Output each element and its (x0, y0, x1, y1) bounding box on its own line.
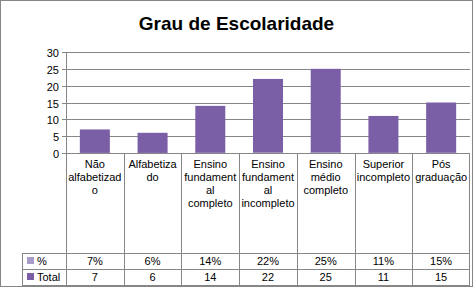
y-tick (62, 52, 66, 53)
data-label: 14 (181, 269, 239, 285)
table-row-line (22, 285, 470, 286)
table-col-line (355, 153, 356, 285)
bar (253, 152, 283, 153)
x-axis (66, 153, 470, 154)
y-tick (62, 136, 66, 137)
legend-key (27, 257, 34, 264)
data-label: 6% (124, 253, 182, 269)
y-axis (66, 52, 67, 153)
category-label: Pós graduação (414, 158, 468, 184)
y-tick (62, 153, 66, 154)
grid-line (66, 52, 470, 53)
data-label: 22% (239, 253, 297, 269)
bar (138, 152, 168, 153)
bar (426, 152, 456, 153)
data-label: 7 (66, 269, 124, 285)
y-tick (62, 119, 66, 120)
table-col-line (181, 153, 182, 285)
data-label: 15% (412, 253, 470, 269)
bar (368, 152, 398, 153)
table-col-line (66, 153, 67, 285)
data-label: 6 (124, 269, 182, 285)
chart-root: Grau de Escolaridade 0 5 10 15 20 25 30 Não alfa… (0, 0, 473, 287)
y-tick-label: 10 (47, 114, 59, 126)
bar (311, 69, 341, 153)
bar (138, 133, 168, 153)
y-tick (62, 103, 66, 104)
data-label: 25 (297, 269, 355, 285)
data-label: 11% (355, 253, 413, 269)
table-row-line (22, 253, 470, 254)
data-label: 14% (181, 253, 239, 269)
bar (253, 79, 283, 153)
bar (195, 152, 225, 153)
bar (195, 106, 225, 153)
data-label: 22 (239, 269, 297, 285)
y-tick-label: 5 (53, 131, 59, 143)
data-label: 25% (297, 253, 355, 269)
chart-border (1, 1, 473, 287)
y-tick-label: 30 (47, 47, 59, 59)
table-col-line (239, 153, 240, 285)
chart-title: Grau de Escolaridade (139, 13, 334, 34)
category-label: Ensino fundamental incompleto (241, 158, 295, 210)
y-tick-label: 25 (47, 64, 59, 76)
y-tick-label: 15 (47, 98, 59, 110)
table-line (22, 253, 23, 285)
table-col-line (469, 153, 470, 285)
bar (80, 152, 110, 153)
table-row-line (22, 269, 470, 270)
legend-label: % (37, 253, 47, 269)
grid-line (66, 153, 470, 154)
category-label: Não alfabetizado (68, 158, 122, 197)
grid-line (66, 69, 470, 70)
y-tick (62, 86, 66, 87)
data-label: 15 (412, 269, 470, 285)
category-label: Superior incompleto (357, 158, 411, 184)
category-label: Ensino fundamental completo (183, 158, 237, 210)
legend-label: Total (37, 269, 60, 285)
table-col-line (124, 153, 125, 285)
category-label: Ensino médio completo (299, 158, 353, 197)
bars (80, 69, 456, 153)
bar (80, 129, 110, 153)
y-tick (62, 69, 66, 70)
category-label: Alfabetizado (126, 158, 180, 184)
bar (368, 116, 398, 153)
chart-svg: Grau de Escolaridade 0 5 10 15 20 25 30 (0, 0, 473, 287)
data-label: 7% (66, 253, 124, 269)
y-tick-label: 0 (53, 148, 59, 160)
data-label: 11 (355, 269, 413, 285)
table-col-line (412, 153, 413, 285)
bar (426, 103, 456, 154)
table-col-line (297, 153, 298, 285)
bar (311, 152, 341, 153)
legend-key (27, 273, 34, 280)
y-tick-label: 20 (47, 81, 59, 93)
